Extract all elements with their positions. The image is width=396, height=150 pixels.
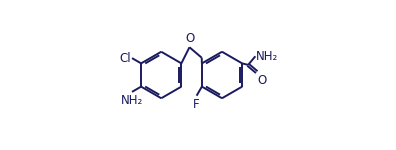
Text: NH₂: NH₂ (121, 94, 143, 107)
Text: F: F (193, 98, 200, 111)
Text: O: O (257, 74, 267, 87)
Text: Cl: Cl (120, 52, 131, 65)
Text: NH₂: NH₂ (256, 50, 278, 63)
Text: O: O (186, 32, 195, 45)
